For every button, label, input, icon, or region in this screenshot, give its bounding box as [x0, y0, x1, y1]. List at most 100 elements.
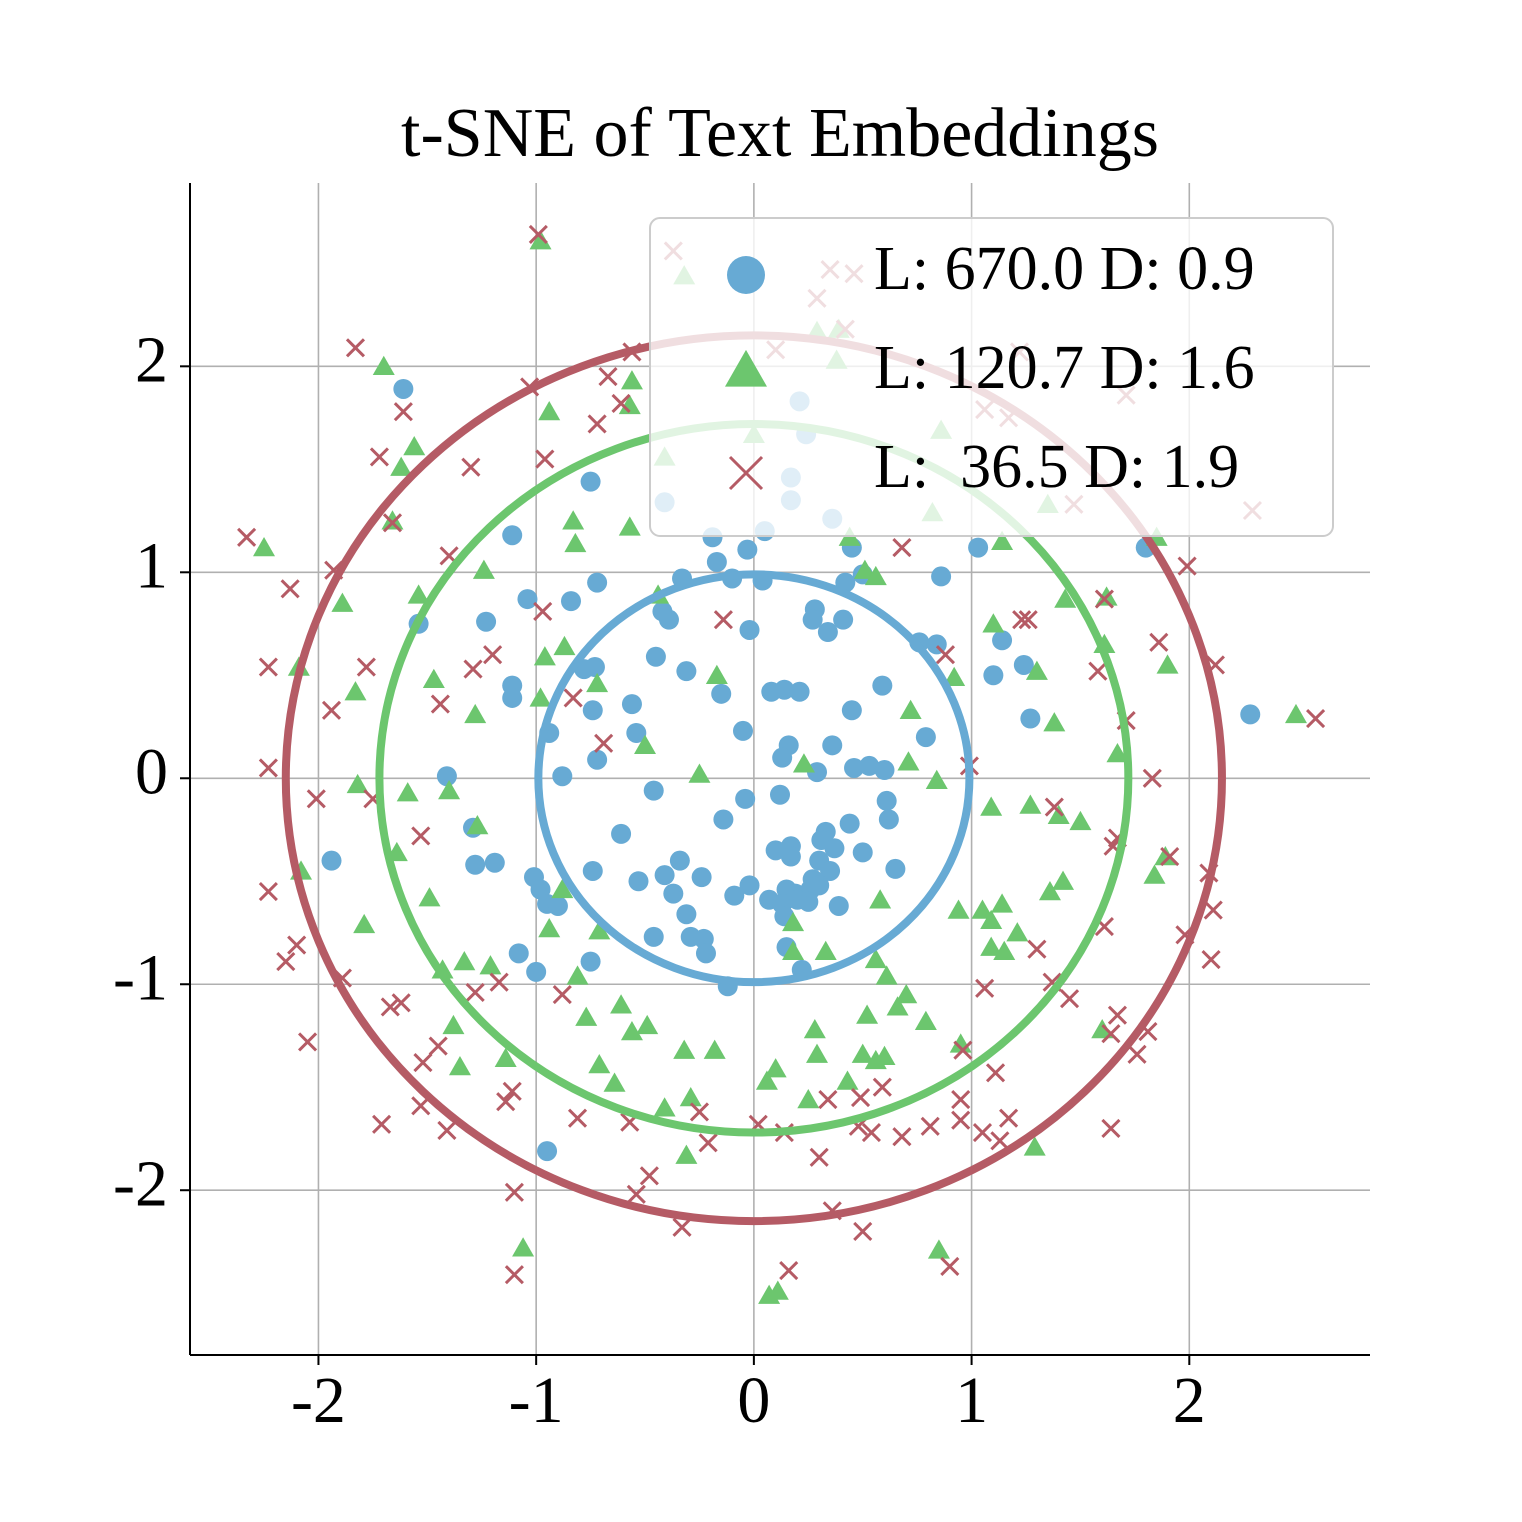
- point: [851, 1043, 874, 1063]
- y-tick-label: 1: [135, 529, 168, 602]
- axes: -2 -1 0 1 2 -2 -1 0 1 2: [113, 183, 1370, 1437]
- y-tick-label: 0: [135, 735, 168, 808]
- point: [517, 589, 538, 610]
- point: [824, 838, 845, 859]
- point: [504, 1265, 524, 1285]
- point: [512, 1237, 535, 1257]
- point: [765, 840, 786, 861]
- y-tick-label: -2: [113, 1147, 168, 1220]
- point: [551, 878, 574, 899]
- point: [975, 978, 995, 998]
- point: [472, 559, 495, 579]
- point: [658, 609, 679, 630]
- point: [850, 1087, 871, 1108]
- legend-marker: [728, 455, 764, 491]
- point: [844, 757, 865, 778]
- point: [706, 551, 727, 572]
- point: [594, 733, 614, 753]
- point: [643, 926, 664, 947]
- point: [403, 436, 426, 456]
- point: [892, 1127, 912, 1147]
- point: [391, 993, 411, 1013]
- point: [797, 1089, 820, 1109]
- point: [1154, 845, 1177, 866]
- point: [430, 694, 450, 714]
- point: [818, 1090, 838, 1110]
- point: [588, 1053, 611, 1074]
- chart-title: t-SNE of Text Embeddings: [401, 95, 1159, 172]
- point: [1043, 712, 1066, 732]
- point: [1047, 804, 1070, 825]
- point: [533, 646, 556, 666]
- point: [494, 1047, 517, 1068]
- point: [382, 513, 403, 533]
- point: [711, 683, 732, 704]
- point: [321, 850, 342, 871]
- point: [258, 881, 278, 902]
- point: [980, 909, 1003, 930]
- point: [971, 899, 994, 919]
- point: [537, 1141, 558, 1162]
- point: [538, 401, 561, 421]
- point: [992, 630, 1013, 651]
- point: [856, 1004, 879, 1024]
- point: [943, 666, 966, 687]
- point: [672, 1217, 692, 1237]
- point: [344, 681, 367, 701]
- point: [839, 813, 860, 834]
- point: [620, 1021, 643, 1041]
- point: [735, 788, 756, 809]
- point: [663, 883, 684, 904]
- point: [237, 527, 257, 547]
- point: [587, 749, 608, 770]
- point: [1142, 768, 1162, 788]
- point: [1143, 864, 1166, 884]
- x-tick-label: 1: [955, 1364, 988, 1437]
- point: [869, 889, 892, 909]
- point: [476, 611, 497, 632]
- point: [1107, 1005, 1128, 1025]
- point: [428, 1036, 448, 1056]
- point: [538, 918, 561, 938]
- point: [1149, 632, 1169, 652]
- point: [675, 1144, 698, 1164]
- point: [533, 601, 553, 621]
- point: [639, 1166, 659, 1186]
- point: [802, 609, 823, 630]
- point: [931, 566, 952, 587]
- point: [353, 913, 376, 934]
- point: [438, 780, 461, 800]
- point: [705, 664, 728, 684]
- point: [698, 1133, 718, 1153]
- point: [346, 773, 369, 794]
- point: [878, 809, 899, 830]
- legend: L: 670.0 D: 0.9 L: 120.7 D: 1.6 L: 36.5 D:…: [649, 217, 1334, 537]
- point: [695, 943, 716, 964]
- point: [611, 823, 632, 844]
- point: [953, 1040, 973, 1060]
- point: [276, 952, 296, 972]
- point: [833, 609, 854, 630]
- point: [535, 449, 555, 469]
- radius-ring: [534, 570, 974, 987]
- point: [258, 657, 278, 677]
- point: [864, 565, 887, 586]
- point: [897, 751, 920, 771]
- point: [396, 782, 419, 802]
- point: [809, 1147, 829, 1167]
- legend-label: L: 120.7 D: 1.6: [874, 334, 1255, 402]
- point: [380, 997, 400, 1017]
- point: [1069, 810, 1092, 831]
- point: [564, 532, 587, 553]
- point: [393, 378, 414, 399]
- point: [789, 681, 810, 702]
- point: [1160, 846, 1180, 867]
- legend-marker: [725, 349, 767, 387]
- point: [1019, 794, 1042, 814]
- point: [547, 895, 568, 916]
- point: [1020, 708, 1041, 729]
- point: [1177, 556, 1197, 576]
- point: [1044, 797, 1064, 817]
